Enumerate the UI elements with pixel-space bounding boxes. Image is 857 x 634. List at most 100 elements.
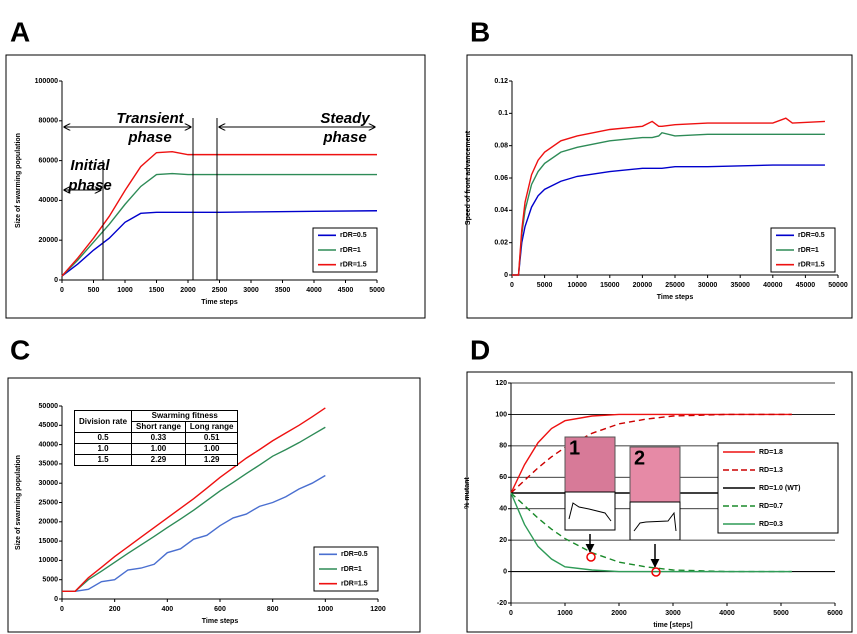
x-tick-label: 4000 [306,287,322,294]
y-axis-title: Size of swarming population [15,133,22,228]
y-axis-title: % mutant [464,477,471,509]
y-tick-label: 20 [499,537,507,544]
x-tick-label: 20000 [633,282,653,289]
y-tick-label: 45000 [39,422,59,429]
legend-label: rDR=1 [798,247,819,254]
y-tick-label: 0.1 [498,110,508,117]
y-tick-label: 60 [499,474,507,481]
x-tick-label: 30000 [698,282,718,289]
x-tick-label: 45000 [796,282,816,289]
table-cell: 2.29 [131,454,186,466]
y-tick-label: -20 [497,600,507,607]
y-tick-label: 0 [503,568,507,575]
y-tick-label: 80 [499,443,507,450]
series-line [62,426,326,592]
x-axis-title: time [steps] [653,622,692,629]
y-tick-label: 5000 [42,577,58,584]
y-tick-label: 0.02 [494,240,508,247]
annotation-line: phase [127,129,171,146]
panel-frame [5,54,426,319]
series-line [512,131,825,276]
series-line [510,413,792,494]
y-tick-label: 15000 [39,538,59,545]
y-tick-label: 40000 [39,197,59,204]
table-cell: 1.29 [184,454,239,466]
annotation-line: Initial [70,157,110,174]
annotation: Transient phase [116,110,184,146]
series-line [62,407,326,592]
inset-image [564,436,616,493]
x-tick-label: 15000 [600,282,620,289]
legend-label: RD=1.0 (WT) [759,485,800,492]
annotation-line: phase [67,177,111,194]
y-tick-label: 0 [54,596,58,603]
profile-line [633,511,677,532]
x-tick-label: 1500 [149,287,165,294]
inset-label: 2 [634,447,645,469]
series-line [510,413,792,494]
annotation-line: Steady [320,110,370,127]
x-axis-title: Time steps [202,618,239,625]
legend-label: rDR=1 [340,247,361,254]
series-line [61,172,377,277]
y-tick-label: 0 [54,277,58,284]
table-cell: 1.5 [73,454,133,466]
x-axis-title: Time steps [201,299,238,306]
annotation: Steady phase [320,110,370,146]
x-tick-label: 1000 [318,606,334,613]
panel-label: C [10,334,30,365]
x-tick-label: 5000 [369,287,385,294]
x-tick-label: 25000 [665,282,685,289]
panel-frame [466,54,853,319]
legend-label: RD=0.7 [759,503,783,510]
x-tick-label: 500 [88,287,100,294]
x-tick-label: 3500 [275,287,291,294]
highlight [586,552,596,562]
x-tick-label: 40000 [763,282,783,289]
y-tick-label: 40 [499,506,507,513]
y-tick-label: 120 [495,380,507,387]
y-tick-label: 0.06 [494,175,508,182]
panel-label: D [470,334,490,365]
fitness-table: Division rate Swarming fitness Short rang… [73,410,239,466]
x-tick-label: 400 [161,606,173,613]
annotation-line: Transient [116,110,184,127]
x-tick-label: 50000 [828,282,848,289]
x-tick-label: 5000 [773,610,789,617]
table-cell: 0.51 [184,432,239,444]
x-tick-label: 1000 [557,610,573,617]
x-tick-label: 4000 [719,610,735,617]
legend-label: RD=1.8 [759,449,783,456]
y-tick-label: 30000 [39,480,59,487]
annotation-line: phase [322,129,366,146]
table-cell: 1.00 [131,443,186,455]
y-tick-label: 35000 [39,461,59,468]
x-tick-label: 800 [267,606,279,613]
legend-label: rDR=1.5 [341,581,368,588]
table-header: Short range [131,421,186,433]
panel-label: A [10,16,30,47]
series-line [61,150,377,277]
series-line [512,117,825,276]
profile-line [568,502,612,522]
inset-profile [629,501,681,541]
y-tick-label: 0.08 [494,143,508,150]
table-header: Swarming fitness [131,410,239,422]
table-cell: 1.00 [184,443,239,455]
annotation: Initial phase [67,157,111,194]
legend-label: rDR=1 [341,566,362,573]
x-axis-title: Time steps [657,294,694,301]
x-tick-label: 35000 [730,282,750,289]
y-tick-label: 0.04 [494,207,508,214]
x-tick-label: 3000 [243,287,259,294]
x-tick-label: 0 [510,282,514,289]
panel-frame [7,377,421,633]
y-tick-label: 0.12 [494,78,508,85]
y-tick-label: 20000 [39,519,59,526]
y-tick-label: 50000 [39,403,59,410]
series-line [62,474,326,592]
y-tick-label: 0 [504,272,508,279]
x-tick-label: 2500 [212,287,228,294]
y-tick-label: 100 [495,411,507,418]
